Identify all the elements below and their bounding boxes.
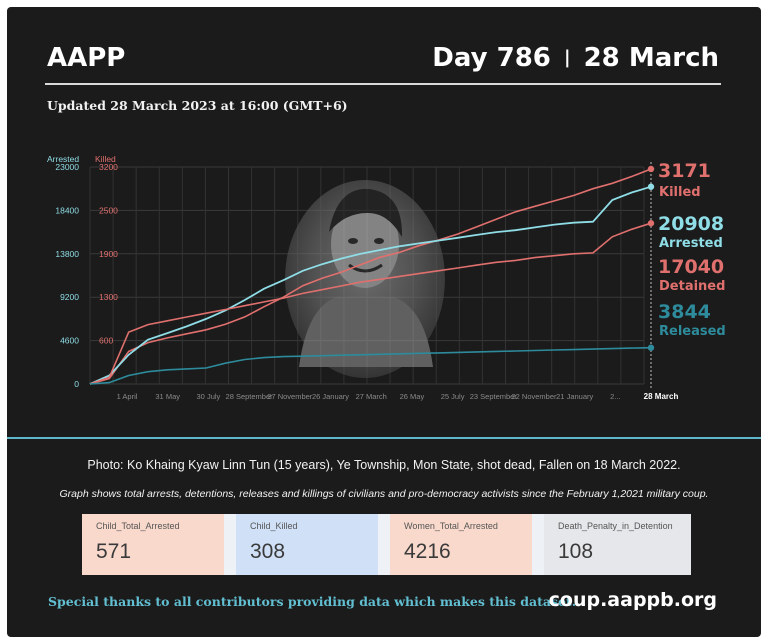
x-tick-label: 22 November: [511, 392, 557, 401]
date-label: 28 March: [583, 43, 719, 73]
x-tick-label: 21 January: [556, 392, 593, 401]
series-end-dot-killed: [647, 165, 655, 173]
header-rule: [45, 83, 721, 85]
stat-label: Death_Penalty_in_Detention: [558, 521, 673, 531]
left-tick-label: 18400: [55, 205, 79, 215]
tile-gap: [378, 514, 390, 575]
x-tick-label: 31 May: [155, 392, 180, 401]
stat-value: 308: [250, 540, 286, 563]
right-tick-label: 1900: [99, 249, 118, 259]
stat-tile-child-killed: Child_Killed 308: [236, 514, 378, 575]
stat-value: 4216: [404, 540, 451, 563]
right-tick-label: 2500: [99, 205, 118, 215]
infographic-card: AAPP Day 786 | 28 March Updated 28 March…: [7, 7, 761, 637]
series-line-detained: [89, 222, 652, 385]
stat-label: Child_Killed: [250, 521, 298, 531]
left-tick-label: 23000: [55, 162, 79, 172]
stat-label: Women_Total_Arrested: [404, 521, 498, 531]
x-tick-label: 30 July: [197, 392, 221, 401]
section-divider: [7, 437, 761, 439]
x-tick-label: 28 March: [644, 392, 679, 401]
x-tick-label: 27 November: [267, 392, 313, 401]
left-tick-label: 9200: [60, 292, 79, 302]
end-name-detained: Detained: [659, 279, 725, 294]
series-end-dot-released: [647, 344, 655, 351]
chart-axes: 0 4600 600 9200 1300 13800 1900 18400 2500 23000 3…: [47, 154, 678, 401]
series-line-arrested: [89, 185, 652, 385]
right-tick-label: 600: [99, 336, 113, 346]
stat-tile-death-penalty: Death_Penalty_in_Detention 108: [544, 514, 691, 575]
stats-row: Child_Total_Arrested 571 Child_Killed 30…: [82, 514, 691, 575]
chart-series: [89, 165, 655, 385]
updated-timestamp: Updated 28 March 2023 at 16:00 (GMT+6): [47, 98, 348, 113]
photo-caption: Photo: Ko Khaing Kyaw Linn Tun (15 years…: [87, 458, 681, 472]
end-value-killed: 3171: [658, 160, 711, 182]
end-name-arrested: Arrested: [659, 236, 723, 251]
x-tick-label: 26 January: [312, 392, 349, 401]
left-axis-title: Arrested: [47, 154, 79, 164]
org-title: AAPP: [47, 43, 126, 73]
graph-note: Graph shows total arrests, detentions, r…: [59, 488, 709, 500]
stat-label: Child_Total_Arrested: [96, 521, 180, 531]
right-tick-label: 1300: [99, 292, 118, 302]
series-end-dot-detained: [647, 220, 655, 227]
stat-value: 571: [96, 540, 132, 563]
x-tick-label: 25 July: [441, 392, 465, 401]
title-separator: |: [563, 47, 571, 68]
x-tick-label: 28 September: [226, 392, 274, 401]
x-tick-label: 1 April: [117, 392, 138, 401]
end-value-arrested: 20908: [658, 213, 724, 235]
end-value-detained: 17040: [658, 256, 724, 278]
x-tick-label: 2...: [610, 392, 620, 401]
x-tick-label: 26 May: [400, 392, 425, 401]
left-tick-label: 0: [74, 379, 79, 389]
cumulative-chart: 0 4600 600 9200 1300 13800 1900 18400 2500 23000 3…: [47, 154, 726, 401]
left-tick-label: 4600: [60, 336, 79, 346]
left-tick-label: 13800: [55, 249, 79, 259]
series-line-killed: [89, 168, 652, 385]
right-tick-label: 3200: [99, 162, 118, 172]
x-tick-label: 27 March: [356, 392, 387, 401]
end-name-killed: Killed: [659, 185, 701, 200]
thanks-note: Special thanks to all contributors provi…: [48, 594, 577, 609]
end-name-released: Released: [659, 324, 726, 339]
right-axis-title: Killed: [95, 154, 116, 164]
tile-gap: [224, 514, 236, 575]
site-url[interactable]: coup.aappb.org: [548, 589, 717, 611]
day-label: Day 786: [432, 43, 551, 73]
end-value-released: 3844: [658, 301, 711, 323]
x-tick-label: 23 September: [470, 392, 518, 401]
series-line-released: [89, 346, 652, 385]
series-end-dot-arrested: [647, 183, 655, 190]
portrait-photo: [285, 180, 445, 378]
stat-tile-women-total-arrested: Women_Total_Arrested 4216: [390, 514, 532, 575]
day-date-title: Day 786 | 28 March: [432, 43, 719, 73]
stat-tile-child-total-arrested: Child_Total_Arrested 571: [82, 514, 224, 575]
tile-gap: [532, 514, 544, 575]
stat-value: 108: [558, 540, 594, 563]
